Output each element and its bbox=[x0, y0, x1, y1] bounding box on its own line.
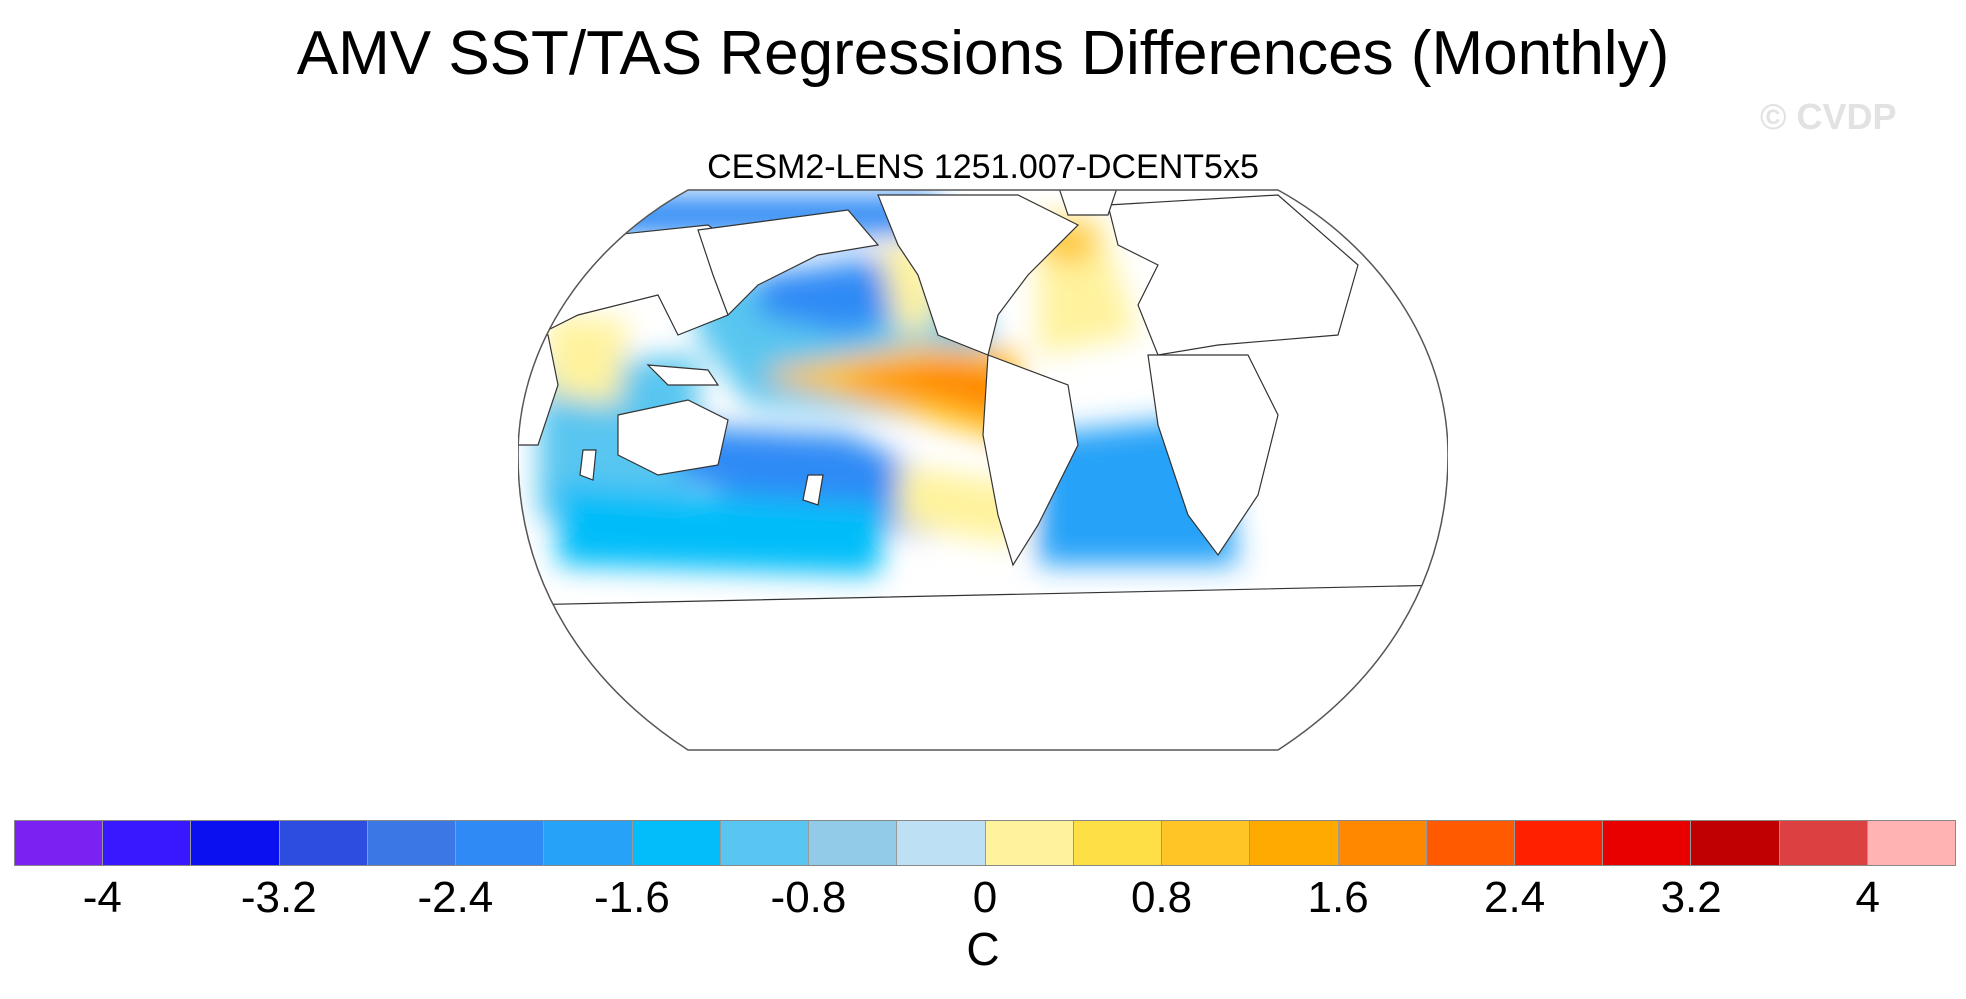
land-north-america bbox=[877, 194, 1080, 356]
colorbar-swatch bbox=[1250, 821, 1339, 865]
anomaly-southern-ocean bbox=[558, 485, 888, 575]
land-greenland bbox=[1057, 190, 1119, 216]
land-australia bbox=[617, 399, 729, 476]
map-subtitle: CESM2-LENS 1251.007-DCENT5x5 bbox=[707, 148, 1259, 186]
colorbar-tick-label: 4 bbox=[1855, 873, 1880, 922]
land-europe-africa-east bbox=[1107, 194, 1359, 356]
land-madagascar bbox=[579, 449, 597, 481]
colorbar-tick-label: -0.8 bbox=[770, 873, 847, 922]
colorbar-swatch bbox=[544, 821, 633, 865]
colorbar-swatch bbox=[456, 821, 545, 865]
colorbar-swatch bbox=[103, 821, 192, 865]
continents bbox=[518, 190, 1448, 750]
colorbar-tick-label: -4 bbox=[82, 873, 122, 922]
colorbar-tick-label: 1.6 bbox=[1307, 873, 1369, 922]
page-title: AMV SST/TAS Regressions Differences (Mon… bbox=[296, 19, 1670, 88]
land-indonesia bbox=[646, 364, 720, 386]
colorbar-swatch bbox=[632, 821, 721, 865]
colorbar-swatch bbox=[1426, 821, 1515, 865]
colorbar-swatch bbox=[15, 821, 104, 865]
colorbar-tick-label: 2.4 bbox=[1484, 873, 1546, 922]
colorbar-swatch bbox=[897, 821, 986, 865]
colorbar bbox=[14, 820, 1956, 866]
anomaly-eastern-pacific-core bbox=[848, 360, 1008, 420]
colorbar-tick-label: 3.2 bbox=[1660, 873, 1722, 922]
colorbar-swatch bbox=[279, 821, 368, 865]
colorbar-swatch bbox=[1162, 821, 1251, 865]
land-south-america bbox=[982, 354, 1079, 567]
colorbar-swatch bbox=[1603, 821, 1692, 865]
colorbar-swatch bbox=[1779, 821, 1868, 865]
colorbar-swatch bbox=[367, 821, 457, 865]
colorbar-swatch bbox=[1867, 821, 1956, 865]
colorbar-units-label: C bbox=[966, 923, 1000, 975]
world-map bbox=[518, 189, 1448, 751]
globe-outline bbox=[518, 189, 1448, 751]
land-antarctica bbox=[518, 584, 1448, 750]
colorbar-swatch bbox=[191, 821, 280, 865]
colorbar-swatch bbox=[985, 821, 1074, 865]
land-africa bbox=[1147, 354, 1279, 557]
cvdp-watermark: © CVDP bbox=[1760, 96, 1897, 137]
land-asia-east bbox=[697, 209, 880, 317]
colorbar-tick-label: 0.8 bbox=[1130, 873, 1193, 922]
colorbar-tick-label: -2.4 bbox=[417, 873, 494, 922]
colorbar-tick-label: -1.6 bbox=[593, 873, 670, 922]
colorbar-tick-label: -3.2 bbox=[240, 873, 317, 922]
colorbar-swatch bbox=[1073, 821, 1163, 865]
colorbar-tick-label: 0 bbox=[972, 873, 998, 922]
colorbar-swatch bbox=[1691, 821, 1780, 865]
colorbar-swatch bbox=[809, 821, 898, 865]
land-new-zealand bbox=[802, 474, 824, 506]
anomaly-indian-warm bbox=[548, 315, 628, 405]
colorbar-swatch bbox=[1514, 821, 1604, 865]
colorbar-swatch bbox=[1338, 821, 1427, 865]
colorbar-swatch bbox=[720, 821, 810, 865]
